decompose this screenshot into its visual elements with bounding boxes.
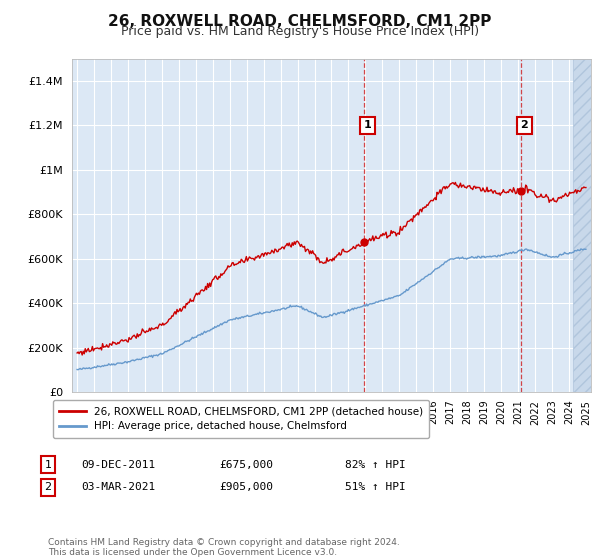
Text: 03-MAR-2021: 03-MAR-2021	[81, 482, 155, 492]
Text: 82% ↑ HPI: 82% ↑ HPI	[345, 460, 406, 470]
Text: Price paid vs. HM Land Registry's House Price Index (HPI): Price paid vs. HM Land Registry's House …	[121, 25, 479, 38]
Text: 1: 1	[44, 460, 52, 470]
Text: 2: 2	[520, 120, 528, 130]
Text: 09-DEC-2011: 09-DEC-2011	[81, 460, 155, 470]
Text: 51% ↑ HPI: 51% ↑ HPI	[345, 482, 406, 492]
Text: Contains HM Land Registry data © Crown copyright and database right 2024.
This d: Contains HM Land Registry data © Crown c…	[48, 538, 400, 557]
Legend: 26, ROXWELL ROAD, CHELMSFORD, CM1 2PP (detached house), HPI: Average price, deta: 26, ROXWELL ROAD, CHELMSFORD, CM1 2PP (d…	[53, 400, 429, 438]
Text: 26, ROXWELL ROAD, CHELMSFORD, CM1 2PP: 26, ROXWELL ROAD, CHELMSFORD, CM1 2PP	[109, 14, 491, 29]
Text: £675,000: £675,000	[219, 460, 273, 470]
Bar	[573, 59, 595, 392]
Text: 2: 2	[44, 482, 52, 492]
Text: 1: 1	[364, 120, 371, 130]
Text: £905,000: £905,000	[219, 482, 273, 492]
